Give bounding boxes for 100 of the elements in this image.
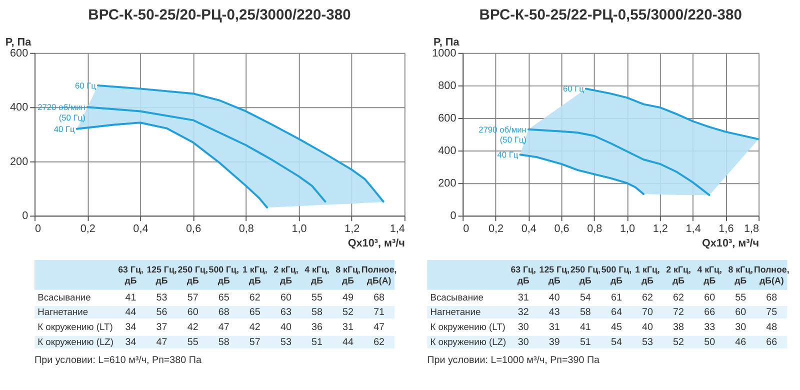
y-axis-title: P, Па [5, 36, 32, 48]
data-label: 47 [374, 322, 385, 334]
data-label: 31 [548, 322, 560, 334]
data-label: 63 [280, 307, 292, 318]
data-label: 40 [548, 292, 560, 304]
series-label: 2720 об/мин (50 Гц) [38, 102, 86, 122]
y-tick-label: 600 [10, 47, 28, 60]
data-label: 42 [249, 322, 260, 334]
data-label: 64 [610, 307, 622, 318]
data-label: 55 [311, 292, 323, 304]
series-label: 40 Гц [54, 124, 76, 134]
data-label: 37 [156, 322, 168, 334]
data-label: 34 [125, 337, 137, 348]
data-label: 53 [642, 337, 654, 348]
data-label: 71 [374, 307, 385, 318]
y-tick-label: 200 [10, 156, 28, 168]
data-label: 72 [673, 307, 684, 318]
x-tick-label: 0,8 [238, 222, 254, 235]
line-series [584, 88, 759, 140]
data-label: 41 [580, 322, 591, 334]
x-tick-label: 250 Гц, дБ [178, 264, 208, 286]
line-series [76, 122, 268, 209]
y-tick-label: 0 [450, 210, 456, 222]
data-label: 39 [548, 337, 560, 348]
y-tick-label: 0 [22, 210, 28, 222]
data-label: 40 [642, 322, 654, 334]
line-series [86, 106, 326, 203]
chart-title: ВРС-К-50-25/20-РЦ-0,25/3000/220-380 [88, 7, 351, 24]
x-tick-label: 1,0 [620, 222, 636, 235]
x-tick-label: 63 Гц, дБ [510, 264, 536, 286]
data-label: 61 [610, 292, 622, 304]
data-label: 56 [156, 307, 168, 318]
data-label: 58 [311, 307, 323, 318]
x-tick-label: 4 кГц, дБ [697, 264, 722, 286]
data-label: 68 [374, 292, 386, 304]
x-tick-label: 2 кГц, дБ [274, 264, 298, 286]
series-label: 40 Гц [497, 150, 518, 160]
data-label: 50 [704, 337, 716, 348]
x-tick-label: 1,4 [686, 222, 701, 235]
y-tick-label: Всасывание [430, 292, 484, 302]
data-label: 60 [735, 307, 747, 318]
data-label: 42 [187, 322, 198, 334]
x-tick-label: 125 Гц, дБ [146, 264, 177, 286]
series-label: 60 Гц [74, 80, 96, 90]
data-label: 36 [311, 322, 323, 334]
data-label: 65 [218, 292, 230, 304]
x-tick-label: 1,8 [744, 222, 760, 235]
data-label: 57 [187, 292, 198, 304]
data-label: 33 [704, 322, 716, 334]
x-axis-title: Qx10³, м³/ч [702, 238, 760, 250]
data-label: 62 [374, 337, 385, 348]
text: При условии: L=1000 м³/ч, Рп=390 Па [427, 355, 600, 366]
y-tick-label: Нагнетание [38, 307, 88, 318]
data-label: 51 [580, 337, 591, 348]
data-label: 62 [642, 292, 653, 304]
data-label: 47 [156, 337, 168, 348]
y-tick-label: К окружению (LZ) [430, 337, 506, 348]
data-label: 53 [280, 337, 292, 348]
y-tick-label: Всасывание [38, 292, 91, 302]
data-label: 40 [280, 322, 292, 334]
x-tick-label: 1 кГц, дБ [242, 264, 268, 286]
data-label: 46 [735, 337, 747, 348]
data-label: 55 [187, 337, 199, 348]
data-label: 44 [342, 337, 354, 348]
data-label: 38 [673, 322, 685, 334]
data-label: 41 [125, 292, 136, 304]
data-label: 68 [218, 307, 230, 318]
data-label: 54 [580, 292, 592, 304]
y-tick-label: Нагнетание [430, 307, 481, 318]
data-label: 66 [766, 337, 778, 348]
x-tick-label: 500 Гц, дБ [601, 264, 632, 286]
x-tick-label: 0,6 [186, 222, 202, 235]
x-axis-title: Qx10³, м³/ч [348, 238, 405, 250]
x-tick-label: 0,4 [521, 222, 536, 235]
y-tick-label: 800 [438, 80, 456, 92]
data-label: 60 [280, 292, 292, 304]
data-label: 65 [249, 307, 261, 318]
x-tick-label: 63 Гц, дБ [118, 264, 144, 286]
series-label: 60 Гц [562, 84, 584, 94]
data-label: 45 [610, 322, 622, 334]
data-label: 55 [735, 292, 747, 304]
x-tick-label: 250 Гц, дБ [570, 264, 601, 286]
x-tick-label: 0,8 [587, 222, 602, 235]
data-label: 51 [311, 337, 322, 348]
data-label: 30 [518, 337, 530, 348]
x-tick-label: 8 кГц, дБ [336, 264, 360, 286]
text: При условии: L=610 м³/ч, Рп=380 Па [34, 355, 202, 366]
data-label: 57 [249, 337, 260, 348]
x-tick-label: 0,6 [554, 222, 570, 235]
chart-title: ВРС-К-50-25/22-РЦ-0,55/3000/220-380 [479, 7, 742, 24]
data-label: 31 [342, 322, 354, 334]
x-tick-label: Полное, дБ(А) [754, 264, 790, 286]
series-label: 2790 об/мин (50 Гц) [478, 124, 527, 145]
x-tick-label: 0,2 [488, 222, 504, 235]
data-label: 53 [156, 292, 168, 304]
data-label: 66 [704, 307, 716, 318]
y-tick-label: 400 [438, 145, 456, 157]
y-tick-label: 200 [438, 178, 456, 190]
x-tick-label: Полное, дБ(А) [361, 264, 397, 286]
y-tick-label: 400 [10, 102, 28, 114]
